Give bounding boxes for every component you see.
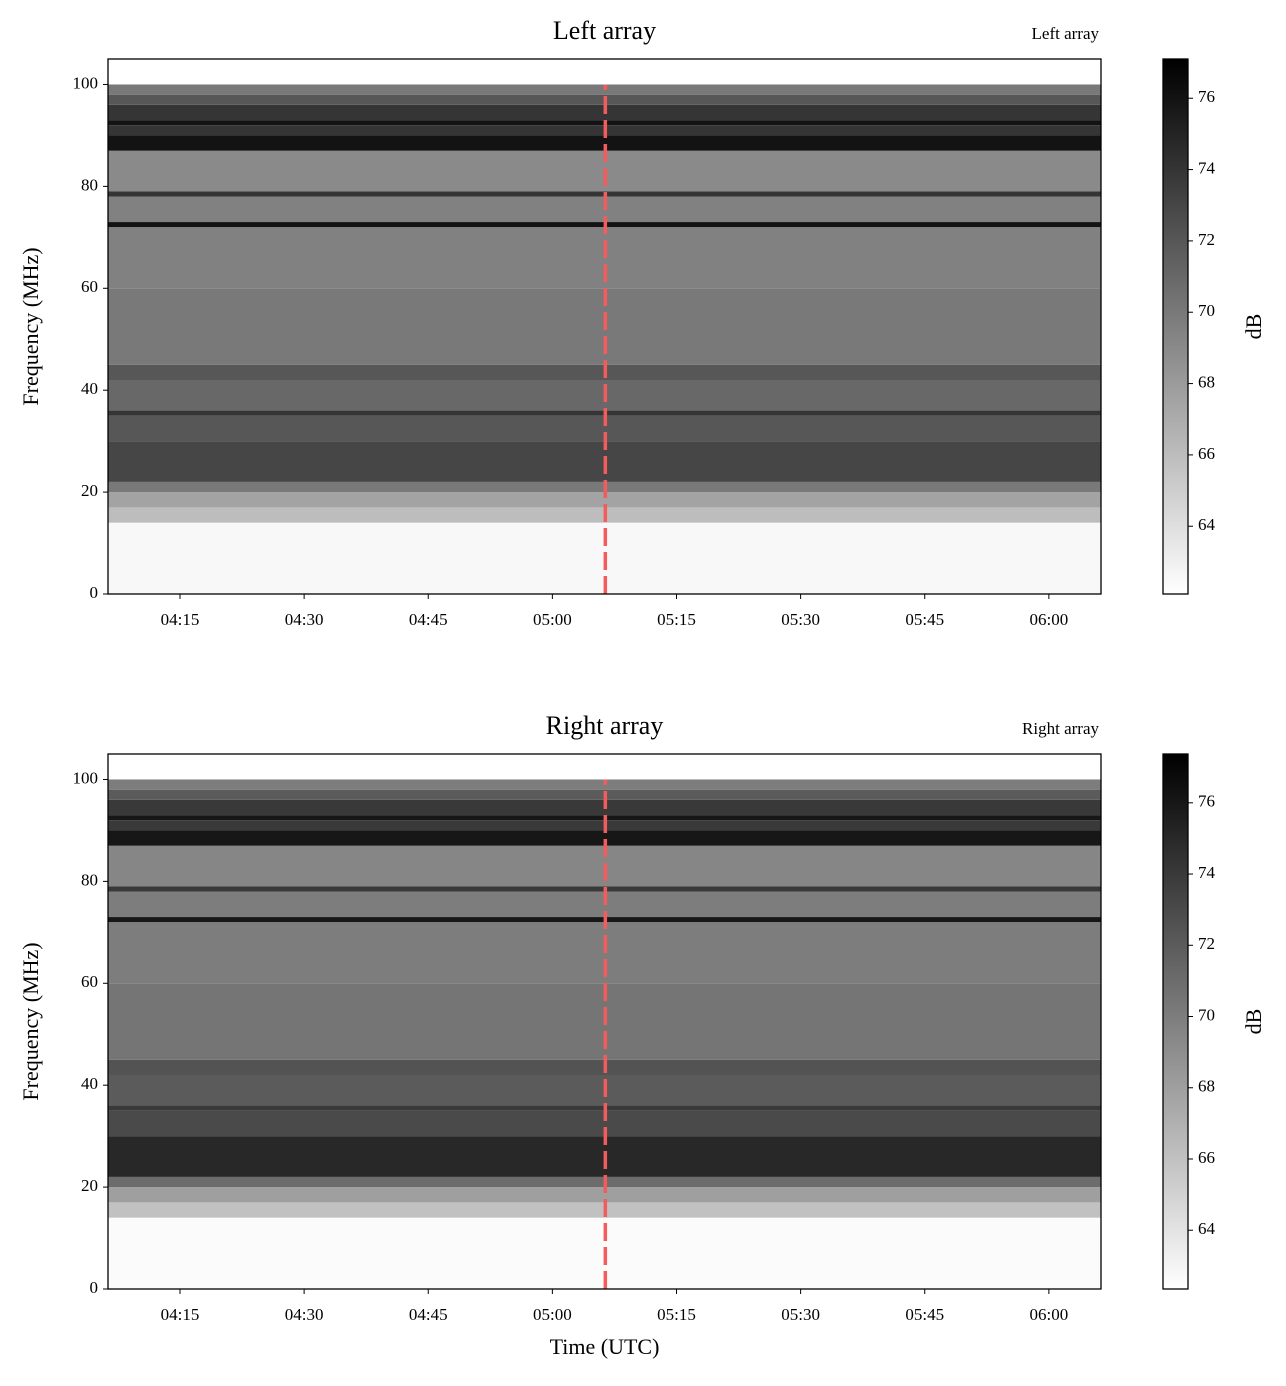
colorbar-tick-label: 76: [1198, 87, 1215, 106]
chart-title: Right array: [546, 711, 664, 740]
colorbar-tick-label: 72: [1198, 230, 1215, 249]
x-tick-label: 05:15: [657, 610, 696, 629]
x-tick-label: 04:15: [161, 1305, 200, 1324]
y-tick-label: 40: [81, 1074, 98, 1093]
colorbar: [1162, 58, 1189, 595]
y-tick-label: 20: [81, 481, 98, 500]
x-tick-label: 06:00: [1030, 1305, 1069, 1324]
colorbar-tick-label: 64: [1198, 515, 1216, 534]
x-tick-label: 05:00: [533, 610, 572, 629]
colorbar-tick-label: 70: [1198, 301, 1215, 320]
y-axis-label: Frequency (MHz): [18, 942, 43, 1100]
corner-label: Left array: [1032, 24, 1100, 43]
y-tick-label: 40: [81, 379, 98, 398]
heatmap-band: [108, 830, 1101, 846]
x-tick-label: 05:45: [905, 1305, 944, 1324]
colorbar-tick-label: 76: [1198, 792, 1215, 811]
x-tick-label: 04:30: [285, 610, 324, 629]
x-tick-label: 04:45: [409, 610, 448, 629]
colorbar-tick-label: 72: [1198, 934, 1215, 953]
colorbar-label: dB: [1241, 314, 1266, 340]
x-tick-label: 04:30: [285, 1305, 324, 1324]
y-tick-label: 100: [73, 73, 99, 92]
y-tick-label: 60: [81, 277, 98, 296]
x-tick-label: 05:30: [781, 1305, 820, 1324]
axes-frame: [107, 753, 1102, 1290]
corner-label: Right array: [1022, 719, 1099, 738]
colorbar-tick-label: 64: [1198, 1219, 1216, 1238]
axes-frame: [107, 58, 1102, 595]
x-tick-label: 05:30: [781, 610, 820, 629]
x-tick-label: 05:15: [657, 1305, 696, 1324]
y-tick-label: 20: [81, 1176, 98, 1195]
colorbar-label: dB: [1241, 1009, 1266, 1035]
x-tick-label: 05:00: [533, 1305, 572, 1324]
y-axis-label: Frequency (MHz): [18, 247, 43, 405]
colorbar-tick-label: 74: [1198, 863, 1216, 882]
colorbar: [1162, 753, 1189, 1290]
colorbar-tick-label: 68: [1198, 372, 1215, 391]
x-axis-label: Time (UTC): [550, 1334, 660, 1359]
x-tick-label: 06:00: [1030, 610, 1069, 629]
chart-title: Left array: [553, 16, 656, 45]
y-tick-label: 80: [81, 870, 98, 889]
colorbar-tick-label: 66: [1198, 1148, 1215, 1167]
heatmap-band: [108, 135, 1101, 151]
y-tick-label: 0: [90, 583, 99, 602]
heatmap-band: [108, 492, 1101, 508]
y-tick-label: 80: [81, 175, 98, 194]
y-tick-label: 100: [73, 768, 99, 787]
colorbar-tick-label: 68: [1198, 1077, 1215, 1096]
colorbar-tick-label: 74: [1198, 158, 1216, 177]
y-tick-label: 0: [90, 1278, 99, 1297]
heatmap-band: [108, 1187, 1101, 1203]
x-tick-label: 04:15: [161, 610, 200, 629]
x-tick-label: 04:45: [409, 1305, 448, 1324]
colorbar-tick-label: 70: [1198, 1005, 1215, 1024]
y-tick-label: 60: [81, 972, 98, 991]
colorbar-tick-label: 66: [1198, 444, 1215, 463]
x-tick-label: 05:45: [905, 610, 944, 629]
